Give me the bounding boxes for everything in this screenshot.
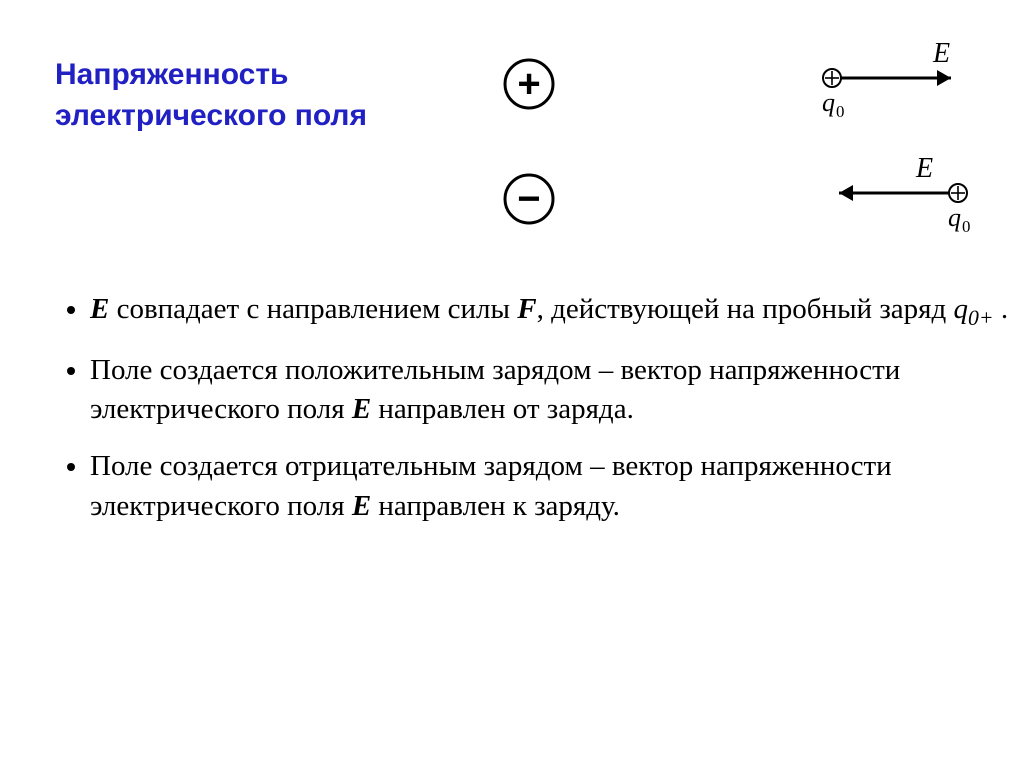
svg-text:−: −	[517, 177, 540, 221]
field-vector-left: Eq0	[810, 145, 980, 245]
slide: Напряженность электрического поля + − Eq…	[0, 0, 1024, 768]
svg-text:E: E	[932, 38, 950, 69]
svg-text:q: q	[948, 203, 961, 232]
positive-charge-icon: +	[500, 55, 558, 118]
bullet-item: Е совпадает с направлением силы F, дейст…	[90, 290, 1020, 333]
svg-text:E: E	[915, 153, 933, 184]
svg-text:q: q	[822, 88, 835, 117]
svg-text:0: 0	[962, 217, 970, 236]
bullet-item: Поле создается положительным зарядом – в…	[90, 351, 1020, 429]
bullet-list: Е совпадает с направлением силы F, дейст…	[40, 290, 1020, 544]
slide-title: Напряженность электрического поля	[55, 55, 405, 136]
bullet-item: Поле создается отрицательным зарядом – в…	[90, 447, 1020, 525]
svg-text:0: 0	[836, 102, 844, 121]
title-line2: электрического поля	[55, 99, 367, 132]
title-line1: Напряженность	[55, 58, 288, 91]
svg-text:+: +	[517, 62, 540, 106]
negative-charge-icon: −	[500, 170, 558, 233]
field-vector-right: Eq0	[810, 30, 980, 130]
